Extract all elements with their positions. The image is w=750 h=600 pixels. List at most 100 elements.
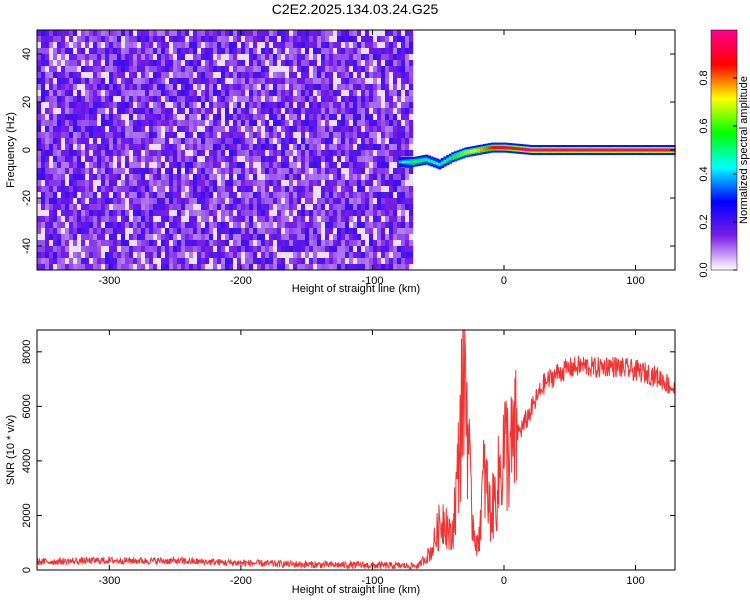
noise-cell (253, 252, 258, 259)
noise-cell (333, 204, 338, 211)
noise-cell (105, 66, 110, 73)
noise-cell (165, 228, 170, 235)
noise-cell (193, 174, 198, 181)
noise-cell (313, 264, 318, 271)
noise-cell (121, 90, 126, 97)
noise-cell (329, 204, 334, 211)
noise-cell (201, 72, 206, 79)
noise-cell (121, 252, 126, 259)
noise-cell (209, 66, 214, 73)
noise-cell (117, 36, 122, 43)
noise-cell (113, 36, 118, 43)
noise-cell (369, 192, 374, 199)
noise-cell (73, 210, 78, 217)
noise-cell (397, 120, 402, 127)
noise-cell (57, 126, 62, 133)
noise-cell (261, 102, 266, 109)
noise-cell (277, 90, 282, 97)
noise-cell (73, 180, 78, 187)
noise-cell (201, 90, 206, 97)
noise-cell (129, 90, 134, 97)
noise-cell (105, 186, 110, 193)
noise-cell (289, 198, 294, 205)
noise-cell (385, 168, 390, 175)
noise-cell (401, 174, 406, 181)
noise-cell (345, 48, 350, 55)
noise-cell (249, 90, 254, 97)
noise-cell (217, 150, 222, 157)
noise-cell (273, 258, 278, 265)
noise-cell (61, 168, 66, 175)
noise-cell (261, 126, 266, 133)
noise-cell (301, 180, 306, 187)
ridge-core (459, 152, 463, 156)
noise-cell (309, 132, 314, 139)
noise-cell (81, 222, 86, 229)
noise-cell (281, 156, 286, 163)
noise-cell (121, 108, 126, 115)
noise-cell (353, 90, 358, 97)
ridge-core (614, 148, 618, 152)
noise-cell (349, 252, 354, 259)
noise-cell (365, 78, 370, 85)
noise-cell (397, 150, 402, 157)
noise-cell (137, 174, 142, 181)
noise-cell (289, 222, 294, 229)
noise-cell (277, 30, 282, 37)
noise-cell (405, 102, 410, 109)
noise-cell (313, 54, 318, 61)
noise-cell (317, 138, 322, 145)
noise-cell (161, 108, 166, 115)
noise-cell (153, 78, 158, 85)
noise-cell (97, 42, 102, 49)
noise-cell (69, 210, 74, 217)
noise-cell (281, 48, 286, 55)
noise-cell (225, 48, 230, 55)
noise-cell (85, 126, 90, 133)
noise-cell (101, 216, 106, 223)
noise-cell (181, 168, 186, 175)
noise-cell (221, 30, 226, 37)
noise-cell (189, 30, 194, 37)
noise-cell (349, 108, 354, 115)
noise-cell (37, 252, 42, 259)
noise-cell (101, 54, 106, 61)
noise-cell (385, 42, 390, 49)
noise-cell (401, 78, 406, 85)
noise-cell (357, 222, 362, 229)
noise-cell (137, 204, 142, 211)
noise-cell (109, 258, 114, 265)
colorbar-tick-label: 0.4 (698, 166, 710, 181)
noise-cell (173, 204, 178, 211)
noise-cell (357, 210, 362, 217)
noise-cell (93, 186, 98, 193)
noise-cell (265, 258, 270, 265)
noise-cell (145, 114, 150, 121)
noise-cell (345, 180, 350, 187)
noise-cell (313, 162, 318, 169)
noise-cell (149, 240, 154, 247)
noise-cell (89, 126, 94, 133)
noise-cell (81, 120, 86, 127)
noise-cell (229, 186, 234, 193)
noise-cell (353, 228, 358, 235)
noise-cell (385, 108, 390, 115)
noise-cell (305, 168, 310, 175)
noise-cell (285, 102, 290, 109)
noise-cell (305, 150, 310, 157)
ridge-core (569, 148, 574, 152)
noise-cell (329, 156, 334, 163)
spectrogram-y-tick-label: 20 (21, 96, 33, 108)
noise-cell (117, 174, 122, 181)
noise-cell (141, 138, 146, 145)
noise-cell (377, 150, 382, 157)
noise-cell (181, 36, 186, 43)
noise-cell (213, 36, 218, 43)
noise-cell (109, 96, 114, 103)
noise-cell (145, 132, 150, 139)
noise-cell (141, 78, 146, 85)
noise-cell (345, 66, 350, 73)
noise-cell (365, 192, 370, 199)
noise-cell (37, 258, 42, 265)
noise-cell (201, 228, 206, 235)
